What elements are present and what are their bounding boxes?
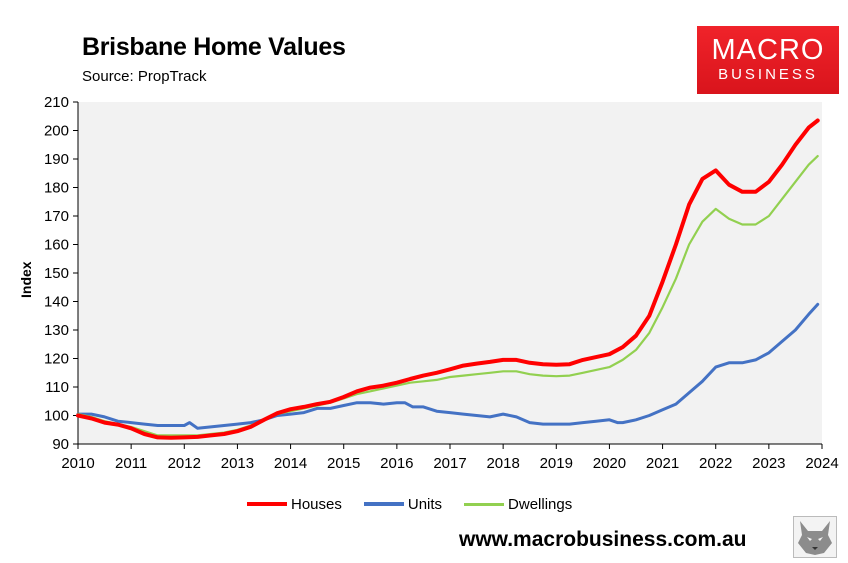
- y-tick-label: 100: [44, 408, 69, 425]
- y-tick-label: 90: [52, 436, 69, 453]
- legend-swatch-units: [363, 502, 404, 506]
- legend-item-units: Units: [363, 495, 443, 513]
- series-line-units: [76, 302, 820, 430]
- x-tick-label: 2010: [61, 455, 94, 472]
- website-url[interactable]: www.macrobusiness.com.au: [459, 528, 747, 551]
- y-tick-label: 160: [44, 237, 69, 254]
- chart-subtitle: Source: PropTrack: [82, 68, 207, 85]
- x-tick-label: 2012: [168, 455, 201, 472]
- logo-line-2: BUSINESS: [718, 66, 818, 83]
- legend-label-houses: Houses: [291, 495, 342, 513]
- x-tick-label: 2019: [540, 455, 573, 472]
- wolf-head-icon: [793, 516, 837, 558]
- x-tick-label: 2011: [115, 455, 147, 472]
- chart-title: Brisbane Home Values: [82, 33, 346, 61]
- macrobusiness-logo[interactable]: MACRO BUSINESS: [697, 26, 839, 94]
- legend-swatch-dwellings: [464, 502, 505, 506]
- legend-label-units: Units: [407, 495, 443, 513]
- x-tick-label: 2014: [274, 455, 307, 472]
- x-tick-label: 2015: [327, 455, 360, 472]
- series-line-houses: [76, 118, 820, 440]
- x-tick-label: 2018: [486, 455, 519, 472]
- x-tick-label: 2024: [805, 455, 838, 472]
- y-tick-label: 150: [44, 265, 69, 282]
- x-tick-label: 2020: [593, 455, 626, 472]
- plot-area: [78, 102, 822, 444]
- legend-item-dwellings: Dwellings: [464, 496, 572, 513]
- legend-label-dwellings: Dwellings: [508, 495, 573, 513]
- legend-item-houses: Houses: [247, 496, 342, 513]
- y-tick-label: 180: [44, 180, 69, 197]
- legend-swatch-houses: [247, 502, 287, 506]
- y-tick-label: 200: [44, 123, 69, 140]
- y-tick-label: 120: [44, 351, 69, 368]
- x-tick-label: 2017: [433, 455, 466, 472]
- y-tick-label: 140: [44, 294, 69, 311]
- y-tick-label: 130: [44, 322, 69, 339]
- y-tick-label: 210: [44, 94, 69, 111]
- x-tick-label: 2013: [221, 455, 254, 472]
- x-tick-label: 2023: [752, 455, 785, 472]
- x-tick-label: 2016: [380, 455, 413, 472]
- x-tick-label: 2022: [699, 455, 732, 472]
- x-tick-label: 2021: [646, 455, 679, 472]
- y-tick-label: 170: [44, 208, 69, 225]
- y-tick-label: 110: [45, 379, 69, 396]
- chart-legend: Houses Units Dwellings: [247, 494, 594, 514]
- logo-line-1: MACRO: [711, 34, 825, 66]
- y-tick-label: 190: [44, 151, 69, 168]
